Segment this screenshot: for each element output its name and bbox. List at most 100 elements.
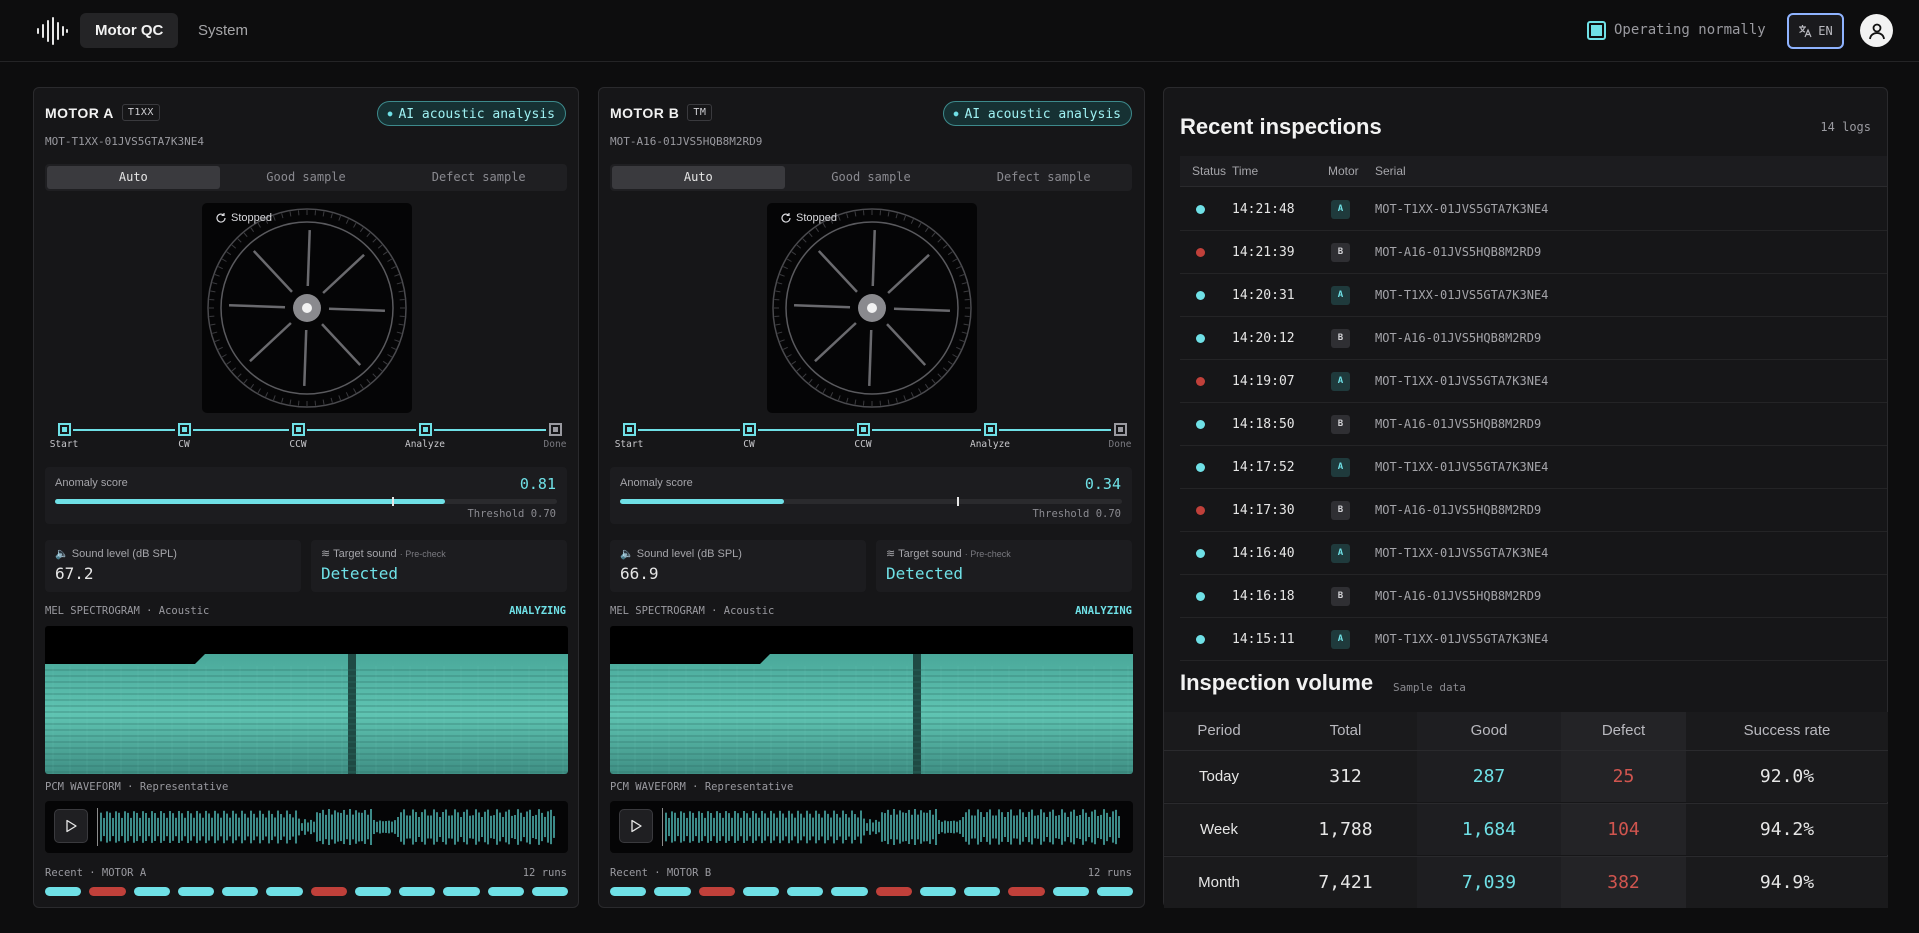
inspection-row[interactable]: 14:16:40 A MOT-T1XX-01JVS5GTA7K3NE4 bbox=[1180, 532, 1887, 575]
mode-defect-sample[interactable]: Defect sample bbox=[431, 170, 526, 184]
tab-system[interactable]: System bbox=[198, 22, 249, 39]
step-marker bbox=[1113, 423, 1127, 436]
mode-defect-sample[interactable]: Defect sample bbox=[996, 170, 1091, 184]
anomaly-bar bbox=[620, 497, 1122, 506]
recent-runs-header: Recent · MOTOR A 12 runs bbox=[45, 867, 567, 879]
inspection-serial: MOT-T1XX-01JVS5GTA7K3NE4 bbox=[1375, 374, 1549, 388]
step-connector bbox=[872, 429, 981, 431]
step-marker bbox=[177, 423, 191, 436]
inspection-row[interactable]: 14:18:50 B MOT-A16-01JVS5HQB8M2RD9 bbox=[1180, 403, 1887, 446]
anomaly-label: Anomaly score bbox=[620, 477, 693, 489]
inspection-row[interactable]: 14:19:07 A MOT-T1XX-01JVS5GTA7K3NE4 bbox=[1180, 360, 1887, 403]
volume-total: 312 bbox=[1274, 750, 1417, 802]
anomaly-label: Anomaly score bbox=[55, 477, 128, 489]
play-button[interactable] bbox=[619, 809, 653, 843]
volume-period: Week bbox=[1164, 803, 1274, 855]
inspection-time: 14:16:40 bbox=[1232, 546, 1295, 561]
volume-total: 1,788 bbox=[1274, 803, 1417, 855]
ai-analysis-badge: AI acoustic analysis bbox=[376, 101, 566, 126]
inspection-row[interactable]: 14:15:11 A MOT-T1XX-01JVS5GTA7K3NE4 bbox=[1180, 618, 1887, 661]
status-dot-good bbox=[1196, 549, 1205, 558]
volume-total: 7,421 bbox=[1274, 856, 1417, 908]
motor-name: MOTOR B bbox=[610, 104, 680, 121]
process-steps: Start CW CCW Analyze Done bbox=[610, 423, 1132, 459]
language-button[interactable]: EN bbox=[1787, 13, 1844, 49]
volume-defect: 104 bbox=[1561, 803, 1686, 855]
volume-good: 287 bbox=[1417, 750, 1561, 802]
vol-col-period: Period bbox=[1164, 712, 1274, 750]
volume-good: 1,684 bbox=[1417, 803, 1561, 855]
rotor-status-text: Stopped bbox=[796, 212, 837, 224]
process-steps: Start CW CCW Analyze Done bbox=[45, 423, 567, 459]
inspection-serial: MOT-A16-01JVS5HQB8M2RD9 bbox=[1375, 589, 1542, 603]
run-good bbox=[964, 887, 1001, 896]
inspection-serial: MOT-A16-01JVS5HQB8M2RD9 bbox=[1375, 245, 1542, 259]
mode-auto[interactable]: Auto bbox=[47, 166, 220, 189]
spectrogram-status: ANALYZING bbox=[509, 605, 566, 617]
mode-auto[interactable]: Auto bbox=[612, 166, 785, 189]
inspection-row[interactable]: 14:17:30 B MOT-A16-01JVS5HQB8M2RD9 bbox=[1180, 489, 1887, 532]
refresh-icon bbox=[781, 213, 791, 223]
mode-good-sample[interactable]: Good sample bbox=[266, 170, 346, 184]
logo-waveform-icon[interactable] bbox=[36, 17, 68, 45]
run-good bbox=[919, 887, 956, 896]
pcm-waveform bbox=[45, 801, 568, 853]
inspection-row[interactable]: 14:20:12 B MOT-A16-01JVS5HQB8M2RD9 bbox=[1180, 317, 1887, 360]
mode-good-sample[interactable]: Good sample bbox=[831, 170, 911, 184]
inspection-time: 14:17:52 bbox=[1232, 460, 1295, 475]
motor-badge: B bbox=[1331, 415, 1350, 434]
threshold-marker bbox=[392, 497, 395, 506]
target-sound-label: Target sound bbox=[333, 548, 397, 560]
motor-name: MOTOR A bbox=[45, 104, 114, 121]
inspections-count: 14 logs bbox=[1820, 120, 1871, 134]
run-good bbox=[1096, 887, 1133, 896]
tab-motor-qc[interactable]: Motor QC bbox=[80, 13, 179, 48]
waveform-label: PCM WAVEFORM · Representative bbox=[45, 781, 229, 793]
inspection-row[interactable]: 14:21:39 B MOT-A16-01JVS5HQB8M2RD9 bbox=[1180, 231, 1887, 274]
inspection-row[interactable]: 14:17:52 A MOT-T1XX-01JVS5GTA7K3NE4 bbox=[1180, 446, 1887, 489]
vol-col-total: Total bbox=[1274, 712, 1417, 750]
waveform-image bbox=[662, 808, 1120, 846]
status-dot-good bbox=[1196, 592, 1205, 601]
step-marker bbox=[548, 423, 562, 436]
step-marker bbox=[742, 423, 756, 436]
spectrogram-label: MEL SPECTROGRAM · Acoustic bbox=[610, 605, 775, 617]
play-button[interactable] bbox=[54, 809, 88, 843]
volume-row: Month 7,421 7,039 382 94.9% bbox=[1164, 856, 1888, 908]
run-good bbox=[399, 887, 436, 896]
step-start: Start bbox=[39, 423, 89, 450]
target-sound-sub: · Pre-check bbox=[964, 549, 1011, 559]
inspection-row[interactable]: 14:21:48 A MOT-T1XX-01JVS5GTA7K3NE4 bbox=[1180, 188, 1887, 231]
inspection-serial: MOT-A16-01JVS5HQB8M2RD9 bbox=[1375, 503, 1542, 517]
top-bar: Motor QC System Operating normally EN bbox=[0, 0, 1919, 62]
speaker-icon: 🔈 bbox=[620, 548, 634, 560]
inspection-time: 14:15:11 bbox=[1232, 632, 1295, 647]
mel-spectrogram bbox=[45, 626, 568, 774]
user-avatar[interactable] bbox=[1860, 14, 1893, 47]
motor-badge: B bbox=[1331, 243, 1350, 262]
motor-title: MOTOR B TM bbox=[610, 104, 713, 121]
recent-runs-strip bbox=[45, 887, 568, 896]
step-marker bbox=[856, 423, 870, 436]
step-label: CW bbox=[743, 439, 755, 450]
step-marker bbox=[983, 423, 997, 436]
step-analyze: Analyze bbox=[400, 423, 450, 450]
step-label: Start bbox=[614, 439, 644, 450]
inspection-serial: MOT-T1XX-01JVS5GTA7K3NE4 bbox=[1375, 546, 1549, 560]
run-good bbox=[354, 887, 391, 896]
target-sound-label: Target sound bbox=[898, 548, 962, 560]
rotor-wheel bbox=[207, 208, 407, 408]
step-connector bbox=[758, 429, 854, 431]
recent-runs-strip bbox=[610, 887, 1133, 896]
step-label: Start bbox=[49, 439, 79, 450]
step-start: Start bbox=[604, 423, 654, 450]
inspection-row[interactable]: 14:20:31 A MOT-T1XX-01JVS5GTA7K3NE4 bbox=[1180, 274, 1887, 317]
play-icon bbox=[66, 819, 77, 833]
volume-table-header: Period Total Good Defect Success rate bbox=[1164, 712, 1888, 750]
run-good bbox=[222, 887, 259, 896]
inspections-title: Recent inspections bbox=[1180, 114, 1382, 139]
inspection-row[interactable]: 14:16:18 B MOT-A16-01JVS5HQB8M2RD9 bbox=[1180, 575, 1887, 618]
inspection-time: 14:20:31 bbox=[1232, 288, 1295, 303]
status-dot-good bbox=[1196, 635, 1205, 644]
col-serial: Serial bbox=[1375, 164, 1406, 178]
